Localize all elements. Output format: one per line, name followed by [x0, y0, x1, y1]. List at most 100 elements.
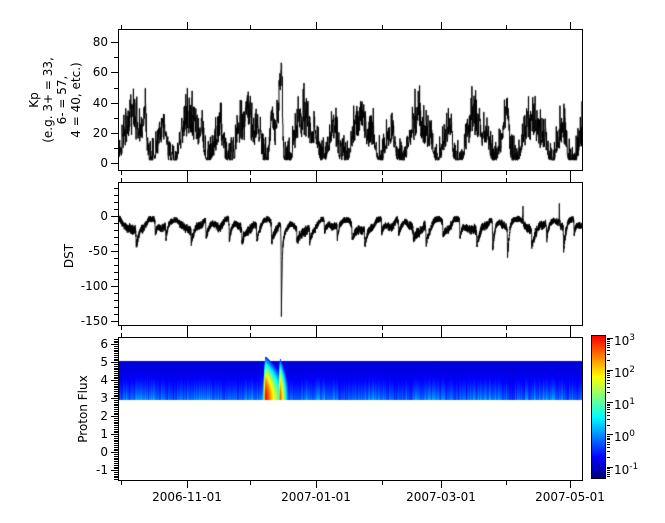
tick-mark: [570, 330, 571, 337]
proton-flux-axis-label-text: Proton Flux: [76, 375, 90, 443]
tick-mark: [607, 468, 610, 469]
tick-mark: [111, 103, 118, 104]
tick-mark: [114, 429, 118, 430]
tick-mark: [570, 171, 571, 178]
tick-mark: [114, 368, 118, 369]
tick-mark: [441, 175, 442, 182]
tick-mark: [114, 425, 118, 426]
tick-mark: [316, 326, 317, 333]
proton-flux-axis-label: Proton Flux: [75, 339, 91, 479]
tick-mark: [114, 339, 118, 340]
tick-mark: [114, 364, 118, 365]
tick-mark: [114, 468, 118, 469]
tick-mark: [382, 481, 383, 485]
tick-mark: [250, 333, 251, 337]
tick-mark: [114, 346, 118, 347]
tick-mark: [114, 148, 118, 149]
y-tick-label: 4: [100, 373, 108, 388]
tick-mark: [111, 398, 118, 399]
tick-mark: [114, 307, 118, 308]
tick-mark: [316, 22, 317, 29]
tick-mark: [114, 440, 118, 441]
tick-mark: [114, 387, 118, 388]
tick-mark: [250, 171, 251, 175]
tick-mark: [114, 461, 118, 462]
tick-mark: [506, 171, 507, 175]
tick-mark: [607, 442, 610, 443]
tick-mark: [114, 420, 118, 421]
tick-mark: [607, 347, 610, 348]
tick-mark: [114, 377, 118, 378]
tick-mark: [114, 400, 118, 401]
tick-mark: [114, 463, 118, 464]
tick-mark: [607, 457, 610, 458]
tick-mark: [382, 326, 383, 330]
tick-mark: [114, 382, 118, 383]
tick-mark: [114, 359, 118, 360]
tick-mark: [114, 57, 118, 58]
tick-mark: [111, 251, 118, 252]
tick-mark: [607, 402, 613, 403]
y-tick-label: 80: [92, 35, 108, 50]
tick-mark: [114, 258, 118, 259]
tick-mark: [607, 444, 610, 445]
tick-mark: [114, 479, 118, 480]
tick-mark: [114, 391, 118, 392]
y-tick-label: 0: [100, 445, 108, 460]
tick-mark: [111, 286, 118, 287]
tick-mark: [114, 450, 118, 451]
proton-spectrogram-canvas: [119, 338, 582, 480]
tick-mark: [114, 389, 118, 390]
dst-panel: [118, 182, 583, 326]
tick-mark: [570, 175, 571, 182]
tick-mark: [607, 339, 610, 340]
tick-mark: [114, 436, 118, 437]
tick-mark: [114, 357, 118, 358]
tick-mark: [607, 371, 610, 372]
tick-mark: [441, 22, 442, 29]
tick-mark: [441, 326, 442, 333]
tick-mark: [114, 413, 118, 414]
tick-mark: [441, 330, 442, 337]
dst-axis-label-text: DST: [62, 243, 76, 269]
tick-mark: [114, 465, 118, 466]
y-tick-label: 3: [100, 391, 108, 406]
tick-mark: [382, 178, 383, 182]
tick-mark: [114, 341, 118, 342]
tick-mark: [607, 387, 610, 388]
tick-mark: [114, 418, 118, 419]
tick-mark: [607, 377, 610, 378]
tick-mark: [114, 477, 118, 478]
tick-mark: [114, 432, 118, 433]
tick-mark: [114, 342, 118, 343]
tick-mark: [607, 373, 610, 374]
colorbar: [591, 335, 606, 479]
y-tick-label: -1: [96, 463, 108, 478]
tick-mark: [187, 175, 188, 182]
tick-mark: [607, 438, 610, 439]
tick-mark: [114, 353, 118, 354]
tick-mark: [114, 350, 118, 351]
tick-mark: [607, 380, 610, 381]
tick-mark: [114, 244, 118, 245]
tick-mark: [114, 438, 118, 439]
tick-mark: [187, 171, 188, 178]
tick-mark: [114, 407, 118, 408]
tick-mark: [250, 481, 251, 485]
y-tick-label: 1: [100, 427, 108, 442]
tick-mark: [607, 341, 610, 342]
tick-mark: [114, 396, 118, 397]
tick-mark: [114, 355, 118, 356]
tick-mark: [114, 449, 118, 450]
tick-mark: [114, 395, 118, 396]
tick-mark: [114, 423, 118, 424]
tick-mark: [607, 412, 610, 413]
tick-mark: [114, 88, 118, 89]
tick-mark: [607, 383, 610, 384]
tick-mark: [607, 338, 613, 339]
y-tick-label: 6: [100, 337, 108, 352]
tick-mark: [114, 393, 118, 394]
tick-mark: [607, 439, 610, 440]
tick-mark: [607, 419, 610, 420]
